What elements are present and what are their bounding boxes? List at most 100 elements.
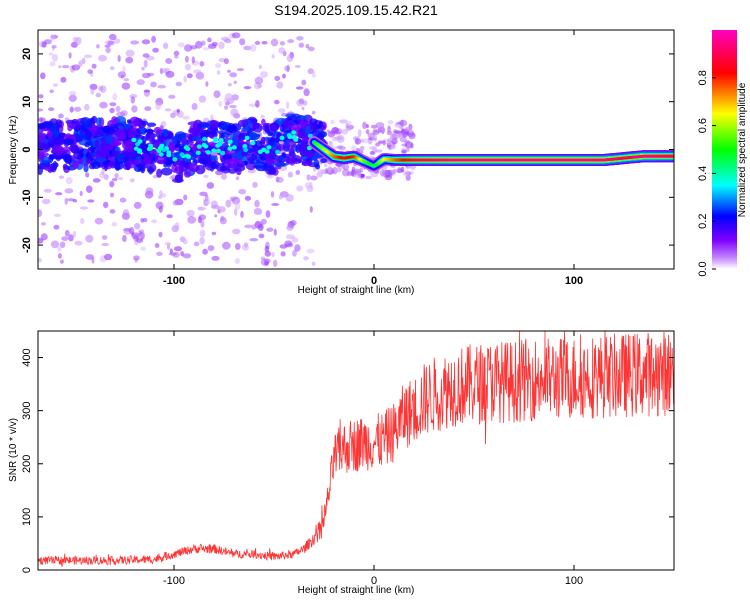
spectrum-speckle xyxy=(85,254,94,260)
spectrum-blob xyxy=(122,140,131,150)
spectrum-blob xyxy=(260,136,266,145)
spectrum-speckle xyxy=(362,121,367,129)
spectrum-speckle xyxy=(99,101,108,109)
spectrum-speckle xyxy=(304,182,312,189)
spectrum-speckle xyxy=(64,229,70,237)
spectrum-speckle xyxy=(59,241,66,249)
spectrum-peak xyxy=(156,148,162,153)
spectrum-blob xyxy=(113,137,119,146)
spectrum-blob xyxy=(111,116,118,125)
spectrum-speckle xyxy=(254,76,264,85)
spectrum-blob xyxy=(188,134,194,143)
spectrum-speckle xyxy=(144,106,152,111)
spectrum-blob xyxy=(237,119,249,128)
spectrum-blob xyxy=(210,162,217,170)
spectrum-speckle xyxy=(116,111,126,117)
spectrum-speckle xyxy=(68,234,74,242)
spectrum-blob xyxy=(146,163,157,173)
spectrum-speckle xyxy=(117,177,124,181)
spectrum-blob xyxy=(271,123,276,133)
spectrum-speckle xyxy=(200,220,205,228)
spectrum-speckle xyxy=(109,180,115,188)
spectrum-speckle xyxy=(161,68,168,73)
spectrum-speckle xyxy=(239,38,246,46)
spectrum-speckle xyxy=(115,105,121,113)
spectrum-blob xyxy=(248,131,258,141)
spectrum-speckle xyxy=(376,129,382,133)
spectrum-blob xyxy=(138,119,143,130)
spectrum-speckle xyxy=(298,42,304,48)
spectrum-peak xyxy=(217,142,223,147)
spectrum-speckle xyxy=(38,108,44,112)
snr-panel: -100 0 100 0 100 200 300 400 Height of straigh… xyxy=(8,330,675,596)
spectrum-speckle xyxy=(150,81,157,88)
colorbar-tick-label: 0.0 xyxy=(697,261,709,276)
spectrum-speckle xyxy=(61,65,70,69)
spectrum-blob xyxy=(110,126,119,132)
spectrum-speckle xyxy=(373,134,378,142)
spectrum-blob xyxy=(105,134,114,145)
spectrum-blob xyxy=(48,139,54,145)
spectrum-blob xyxy=(202,160,207,168)
spectrum-speckle xyxy=(382,140,386,146)
spectrum-speckle xyxy=(387,141,392,146)
spectrum-blob xyxy=(38,132,48,142)
spectrum-speckle xyxy=(347,120,352,126)
spectrum-speckle xyxy=(65,176,73,185)
spectrum-speckle xyxy=(282,73,286,79)
spectrum-speckle xyxy=(199,61,205,67)
spectrum-speckle xyxy=(213,90,221,98)
spectrum-speckle xyxy=(139,231,145,240)
spectrum-speckle xyxy=(277,108,286,113)
spectrum-speckle xyxy=(41,41,47,48)
spectrum-blob xyxy=(96,148,107,156)
spectrum-speckle xyxy=(58,113,64,119)
spectrum-speckle xyxy=(230,108,239,117)
spectrum-blob xyxy=(39,144,51,153)
spectrum-blob xyxy=(63,138,74,146)
spectrum-speckle xyxy=(59,259,64,264)
snr-series-line xyxy=(38,331,674,567)
spectrum-speckle xyxy=(174,222,180,231)
spectrum-speckle xyxy=(162,42,169,49)
spectrum-blob xyxy=(205,157,211,165)
spectrum-speckle xyxy=(67,198,75,202)
spectrum-speckle xyxy=(265,210,271,218)
spectrum-speckle xyxy=(321,169,328,175)
spectrum-speckle xyxy=(294,64,301,68)
spectrum-speckle xyxy=(260,114,265,119)
spectrum-speckle xyxy=(227,69,231,73)
spectrum-speckle xyxy=(83,54,93,59)
spectrum-speckle xyxy=(287,39,294,44)
spectrum-speckle xyxy=(98,85,104,92)
spectrum-blob xyxy=(306,150,314,159)
spectrum-speckle xyxy=(278,47,286,54)
spectrum-speckle xyxy=(310,175,318,181)
spectrum-blob xyxy=(288,139,297,149)
x-tick-label: -100 xyxy=(163,575,185,587)
spectrum-speckle xyxy=(384,169,393,178)
spectrum-blob xyxy=(94,139,100,149)
spectrum-peak xyxy=(202,136,208,142)
spectrum-speckle xyxy=(218,41,225,50)
spectrum-blob xyxy=(282,119,294,129)
spectrum-speckle xyxy=(155,201,164,210)
spectrum-speckle xyxy=(98,54,107,62)
spectrogram-y-axis-label: Frequency (Hz) xyxy=(8,116,19,185)
spectrum-speckle xyxy=(360,173,365,178)
spectrum-speckle xyxy=(117,71,127,79)
spectrum-speckle xyxy=(74,240,83,246)
spectrum-speckle xyxy=(323,163,328,168)
spectrum-speckle xyxy=(222,241,231,250)
spectrum-speckle xyxy=(57,246,62,252)
spectrum-speckle xyxy=(43,188,52,193)
spectrum-blob xyxy=(162,128,169,137)
spectrum-blob xyxy=(236,167,242,176)
spectrum-blob xyxy=(187,121,200,126)
spectrum-speckle xyxy=(146,72,155,77)
spectrum-speckle xyxy=(258,64,262,69)
spectrum-speckle xyxy=(131,105,138,113)
spectrum-speckle xyxy=(284,240,293,247)
spectrum-speckle xyxy=(365,124,369,129)
spectrogram-marks xyxy=(38,32,674,268)
